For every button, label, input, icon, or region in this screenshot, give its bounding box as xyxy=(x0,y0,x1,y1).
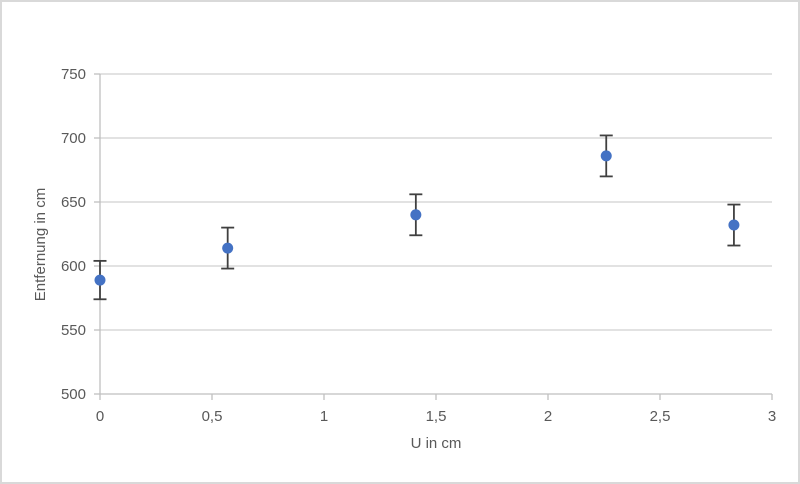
x-tick-label: 0,5 xyxy=(202,408,223,425)
data-point-marker xyxy=(94,274,106,286)
x-tick-label: 3 xyxy=(768,408,776,425)
x-axis-title: U in cm xyxy=(410,435,462,452)
data-point-marker xyxy=(222,242,234,254)
x-tick-label: 1,5 xyxy=(426,408,447,425)
data-point-marker xyxy=(600,150,612,162)
y-tick-label: 700 xyxy=(61,130,86,147)
y-tick-label: 600 xyxy=(61,258,86,275)
y-tick-label: 750 xyxy=(61,66,86,83)
y-tick-label: 550 xyxy=(61,322,86,339)
y-axis-title-text: Entfernung in cm xyxy=(32,187,50,301)
x-tick-label: 2,5 xyxy=(650,408,671,425)
x-tick-label: 0 xyxy=(96,408,104,425)
y-tick-label: 650 xyxy=(61,194,86,211)
y-tick-label: 500 xyxy=(61,386,86,403)
data-point-marker xyxy=(728,219,740,231)
y-axis-title: Entfernung in cm xyxy=(32,84,50,404)
data-point-marker xyxy=(410,209,422,221)
x-tick-label: 1 xyxy=(320,408,328,425)
x-tick-label: 2 xyxy=(544,408,552,425)
